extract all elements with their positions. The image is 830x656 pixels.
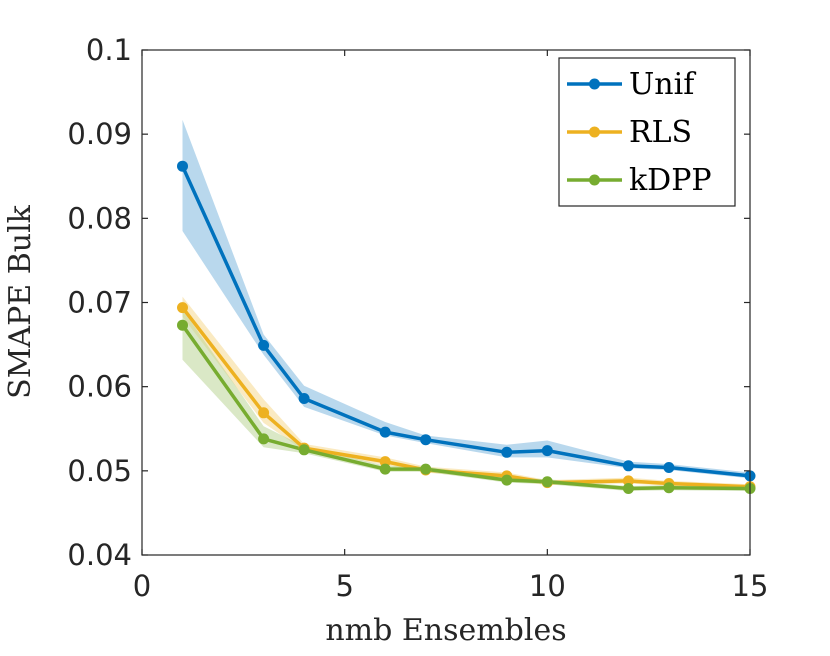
point-unif-9 (501, 446, 513, 458)
point-rls-12 (622, 475, 634, 487)
y-tick-label-0.09: 0.09 (67, 117, 132, 151)
point-unif-3 (258, 339, 270, 351)
y-tick-label-0.07: 0.07 (67, 286, 132, 320)
point-unif-10 (541, 445, 553, 457)
point-kdpp-7 (420, 463, 432, 475)
point-kdpp-3 (258, 433, 270, 445)
y-tick-label-0.1: 0.1 (86, 33, 132, 67)
y-tick-label-0.08: 0.08 (67, 201, 132, 235)
point-unif-6 (379, 426, 391, 438)
point-kdpp-4 (298, 444, 310, 456)
point-rls-3 (258, 407, 270, 419)
point-kdpp-6 (379, 463, 391, 475)
x-tick-label-5: 5 (335, 569, 353, 603)
x-tick-label-15: 15 (732, 569, 769, 603)
legend: Unif RLS kDPP (558, 57, 736, 207)
legend-label-kdpp: kDPP (629, 163, 712, 198)
x-tick-label-0: 0 (133, 569, 151, 603)
line-unif (180, 165, 751, 478)
legend-label-rls: RLS (629, 115, 692, 150)
legend-marker-kdpp (589, 174, 600, 186)
y-tick-label-0.06: 0.06 (67, 370, 132, 404)
point-unif-12 (622, 460, 634, 472)
y-axis-ticks: 0.04 0.05 0.06 0.07 0.08 0.09 0.1 (67, 33, 750, 572)
point-kdpp-10 (541, 476, 553, 488)
point-kdpp-9 (501, 474, 513, 486)
point-unif-13 (663, 462, 675, 473)
point-kdpp-1 (177, 319, 188, 331)
point-kdpp-12 (622, 483, 634, 494)
point-rls-1 (177, 302, 188, 314)
point-unif-7 (420, 434, 432, 446)
legend-marker-unif (589, 78, 600, 90)
y-axis-title: SMAPE Bulk (3, 204, 38, 399)
x-tick-label-10: 10 (529, 569, 566, 603)
line-kdpp (181, 324, 751, 491)
point-kdpp-13 (663, 482, 675, 494)
y-tick-label-0.05: 0.05 (67, 454, 132, 488)
point-unif-4 (298, 393, 310, 404)
point-unif-1 (177, 160, 188, 172)
x-axis-title: nmb Ensembles (325, 613, 566, 648)
series-lines (180, 165, 751, 491)
legend-label-unif: Unif (629, 67, 696, 102)
y-tick-label-0.04: 0.04 (67, 538, 132, 572)
legend-marker-rls (589, 126, 600, 138)
x-axis-ticks: 0 5 10 15 (133, 50, 769, 603)
